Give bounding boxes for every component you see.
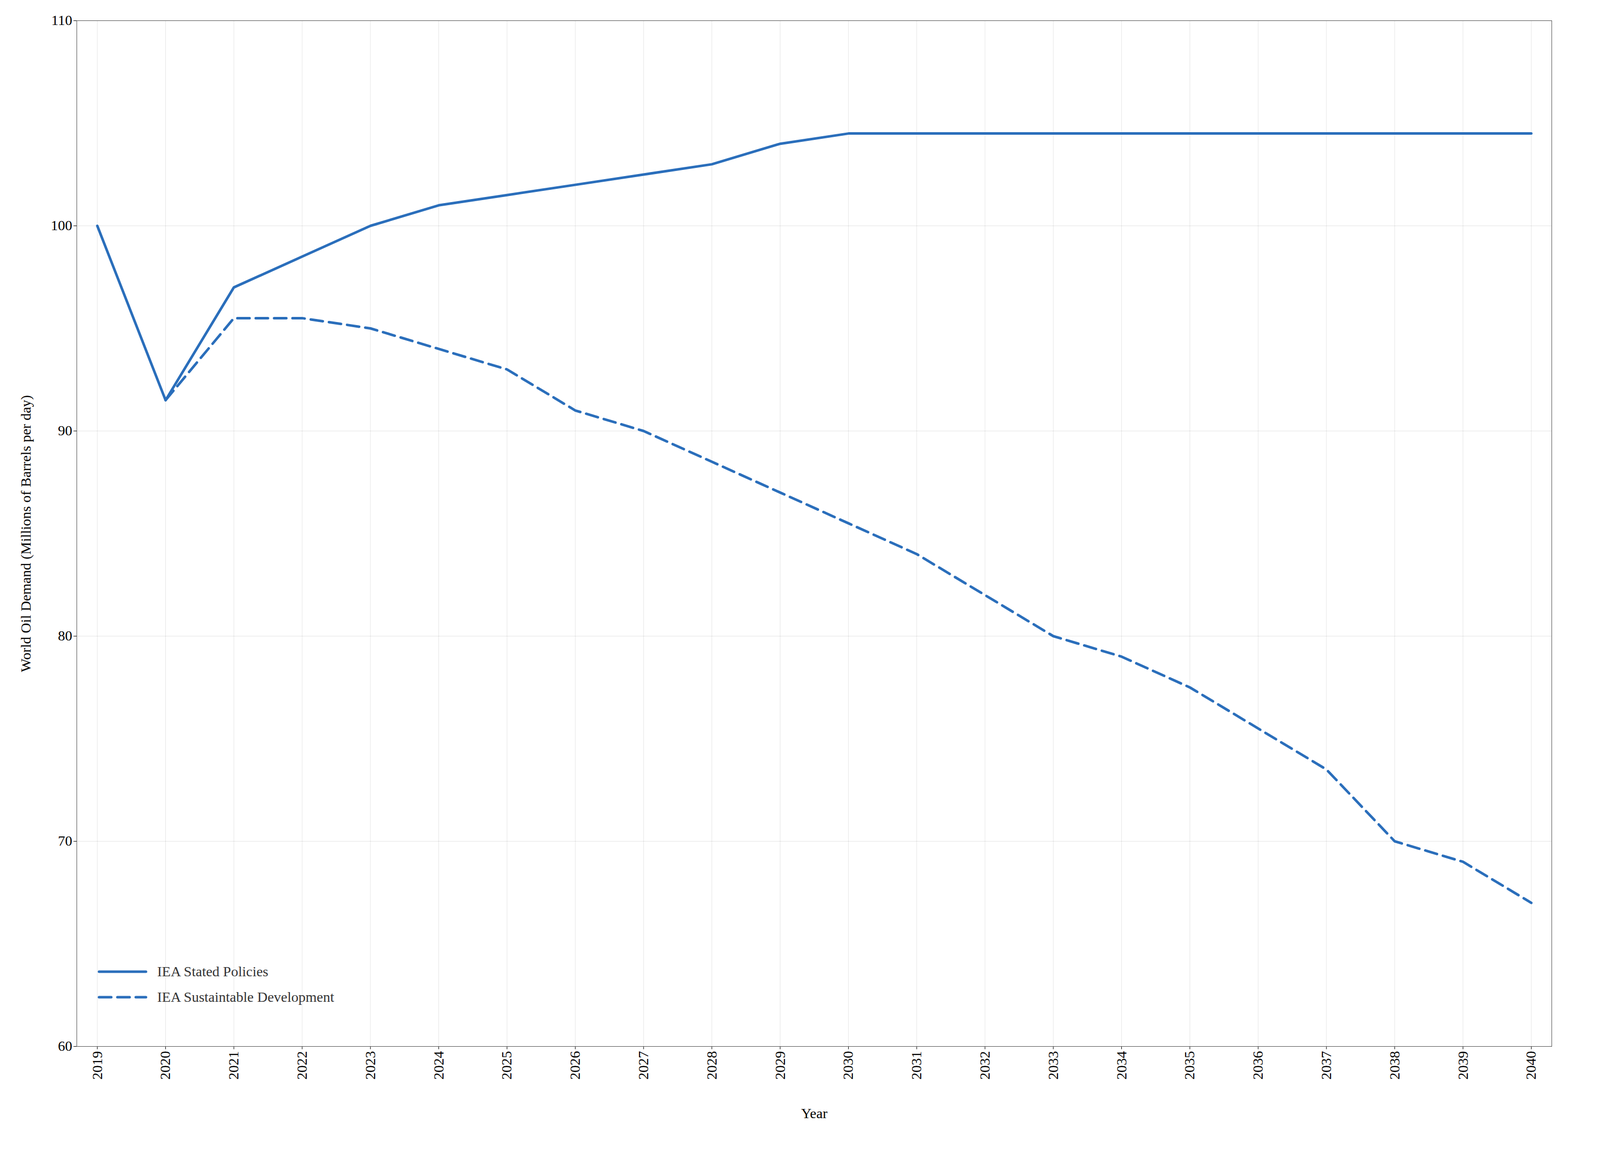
svg-text:110: 110 — [51, 12, 73, 29]
svg-text:2023: 2023 — [362, 1051, 379, 1080]
svg-text:2032: 2032 — [976, 1051, 993, 1080]
svg-text:90: 90 — [58, 422, 73, 439]
svg-text:2039: 2039 — [1455, 1051, 1471, 1080]
svg-text:2034: 2034 — [1113, 1051, 1130, 1080]
svg-text:World Oil Demand (Millions of: World Oil Demand (Millions of Barrels pe… — [17, 395, 34, 673]
html-text:IEA Stated Policies: IEA Stated Policies — [157, 963, 269, 980]
svg-text:2025: 2025 — [498, 1051, 515, 1080]
svg-text:2040: 2040 — [1522, 1051, 1539, 1080]
svg-text:2019: 2019 — [89, 1051, 106, 1080]
svg-text:2030: 2030 — [840, 1051, 856, 1080]
svg-text:80: 80 — [58, 627, 73, 644]
svg-text:Year: Year — [801, 1105, 828, 1122]
svg-text:60: 60 — [58, 1038, 73, 1054]
svg-text:2033: 2033 — [1045, 1051, 1062, 1080]
html-text:IEA Sustaintable Development: IEA Sustaintable Development — [157, 989, 335, 1005]
svg-text:2021: 2021 — [225, 1051, 242, 1080]
svg-text:2020: 2020 — [157, 1051, 174, 1080]
svg-text:2028: 2028 — [703, 1051, 720, 1080]
svg-text:2038: 2038 — [1386, 1051, 1403, 1080]
svg-text:2027: 2027 — [635, 1051, 652, 1080]
svg-text:2029: 2029 — [772, 1051, 789, 1080]
svg-text:2037: 2037 — [1318, 1051, 1335, 1080]
svg-text:100: 100 — [51, 217, 73, 234]
svg-text:2036: 2036 — [1249, 1051, 1266, 1080]
svg-text:2022: 2022 — [293, 1051, 310, 1080]
svg-text:2035: 2035 — [1181, 1051, 1198, 1080]
svg-text:2024: 2024 — [430, 1051, 447, 1080]
svg-text:70: 70 — [58, 832, 73, 849]
svg-text:2031: 2031 — [908, 1051, 925, 1080]
svg-text:2026: 2026 — [567, 1051, 583, 1080]
